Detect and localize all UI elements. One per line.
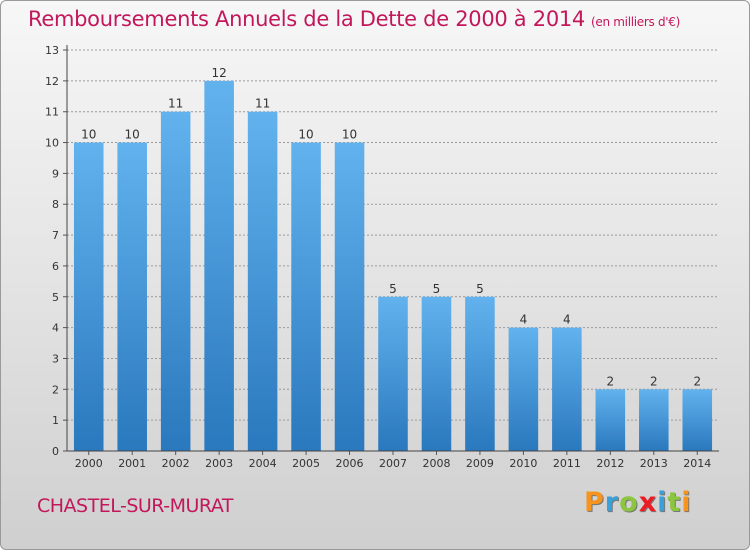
bar xyxy=(117,142,147,452)
bar xyxy=(378,296,408,451)
x-tick-label: 2011 xyxy=(553,457,581,470)
bar-value-label: 10 xyxy=(81,128,96,142)
bar-value-label: 5 xyxy=(476,282,484,296)
x-tick-label: 2001 xyxy=(118,457,146,470)
bar-value-label: 2 xyxy=(650,374,658,388)
bar-value-label: 2 xyxy=(693,374,701,388)
bar xyxy=(204,80,234,451)
chart-title-text: Remboursements Annuels de la Dette de 20… xyxy=(28,7,585,31)
x-tick-label: 2000 xyxy=(75,457,103,470)
x-tick-label: 2008 xyxy=(422,457,450,470)
logo-letter: o xyxy=(619,487,639,518)
bar xyxy=(160,111,191,451)
y-tick-label: 6 xyxy=(52,260,59,273)
bar-value-label: 10 xyxy=(342,128,357,142)
logo-letter: r xyxy=(604,487,620,518)
x-tick-label: 2007 xyxy=(379,457,407,470)
bar-value-label: 10 xyxy=(298,128,313,142)
y-tick-label: 0 xyxy=(52,445,59,458)
bar xyxy=(334,142,365,452)
commune-name: CHASTEL-SUR-MURAT xyxy=(37,495,233,517)
x-tick-label: 2010 xyxy=(509,457,537,470)
logo-letter: t xyxy=(667,487,682,518)
y-tick-label: 5 xyxy=(52,291,59,304)
x-tick-label: 2005 xyxy=(292,457,320,470)
proxiti-logo: Proxiti xyxy=(584,487,692,518)
logo-letter: P xyxy=(584,487,605,518)
bar xyxy=(421,296,452,451)
bar-value-label: 5 xyxy=(389,282,397,296)
bar xyxy=(247,111,278,451)
bar xyxy=(465,296,495,451)
x-tick-label: 2002 xyxy=(162,457,190,470)
x-tick-label: 2003 xyxy=(205,457,233,470)
y-tick-label: 11 xyxy=(45,106,59,119)
y-tick-label: 8 xyxy=(52,198,59,211)
bar-value-label: 11 xyxy=(168,97,183,111)
y-tick-label: 9 xyxy=(52,167,59,180)
logo-letter: x xyxy=(638,487,658,518)
x-tick-label: 2013 xyxy=(640,457,668,470)
chart-unit-note: (en milliers d'€) xyxy=(591,15,681,29)
bar-value-label: 4 xyxy=(520,313,528,327)
x-tick-label: 2006 xyxy=(336,457,364,470)
bar xyxy=(639,389,669,451)
bar xyxy=(595,389,626,451)
chart-title: Remboursements Annuels de la Dette de 20… xyxy=(28,7,680,31)
bar xyxy=(682,389,713,451)
x-tick-label: 2009 xyxy=(466,457,494,470)
y-tick-label: 1 xyxy=(52,414,59,427)
bar xyxy=(291,142,321,452)
y-tick-label: 3 xyxy=(52,352,59,365)
y-tick-label: 4 xyxy=(52,322,59,335)
bar-value-label: 10 xyxy=(125,128,140,142)
bar-value-label: 5 xyxy=(433,282,441,296)
x-tick-label: 2014 xyxy=(683,457,711,470)
logo-letter: i xyxy=(657,487,668,518)
y-tick-label: 7 xyxy=(52,229,59,242)
bar-value-label: 4 xyxy=(563,313,571,327)
bar-value-label: 12 xyxy=(211,66,226,80)
bar-value-label: 2 xyxy=(607,374,615,388)
y-tick-label: 10 xyxy=(45,137,59,150)
logo-letter: i xyxy=(681,487,692,518)
bar-value-label: 11 xyxy=(255,97,270,111)
x-tick-label: 2012 xyxy=(596,457,624,470)
bar xyxy=(552,327,582,451)
x-tick-label: 2004 xyxy=(249,457,277,470)
y-tick-label: 13 xyxy=(45,44,59,57)
bar xyxy=(508,327,539,451)
y-tick-label: 12 xyxy=(45,75,59,88)
bar xyxy=(73,142,104,452)
y-tick-label: 2 xyxy=(52,383,59,396)
